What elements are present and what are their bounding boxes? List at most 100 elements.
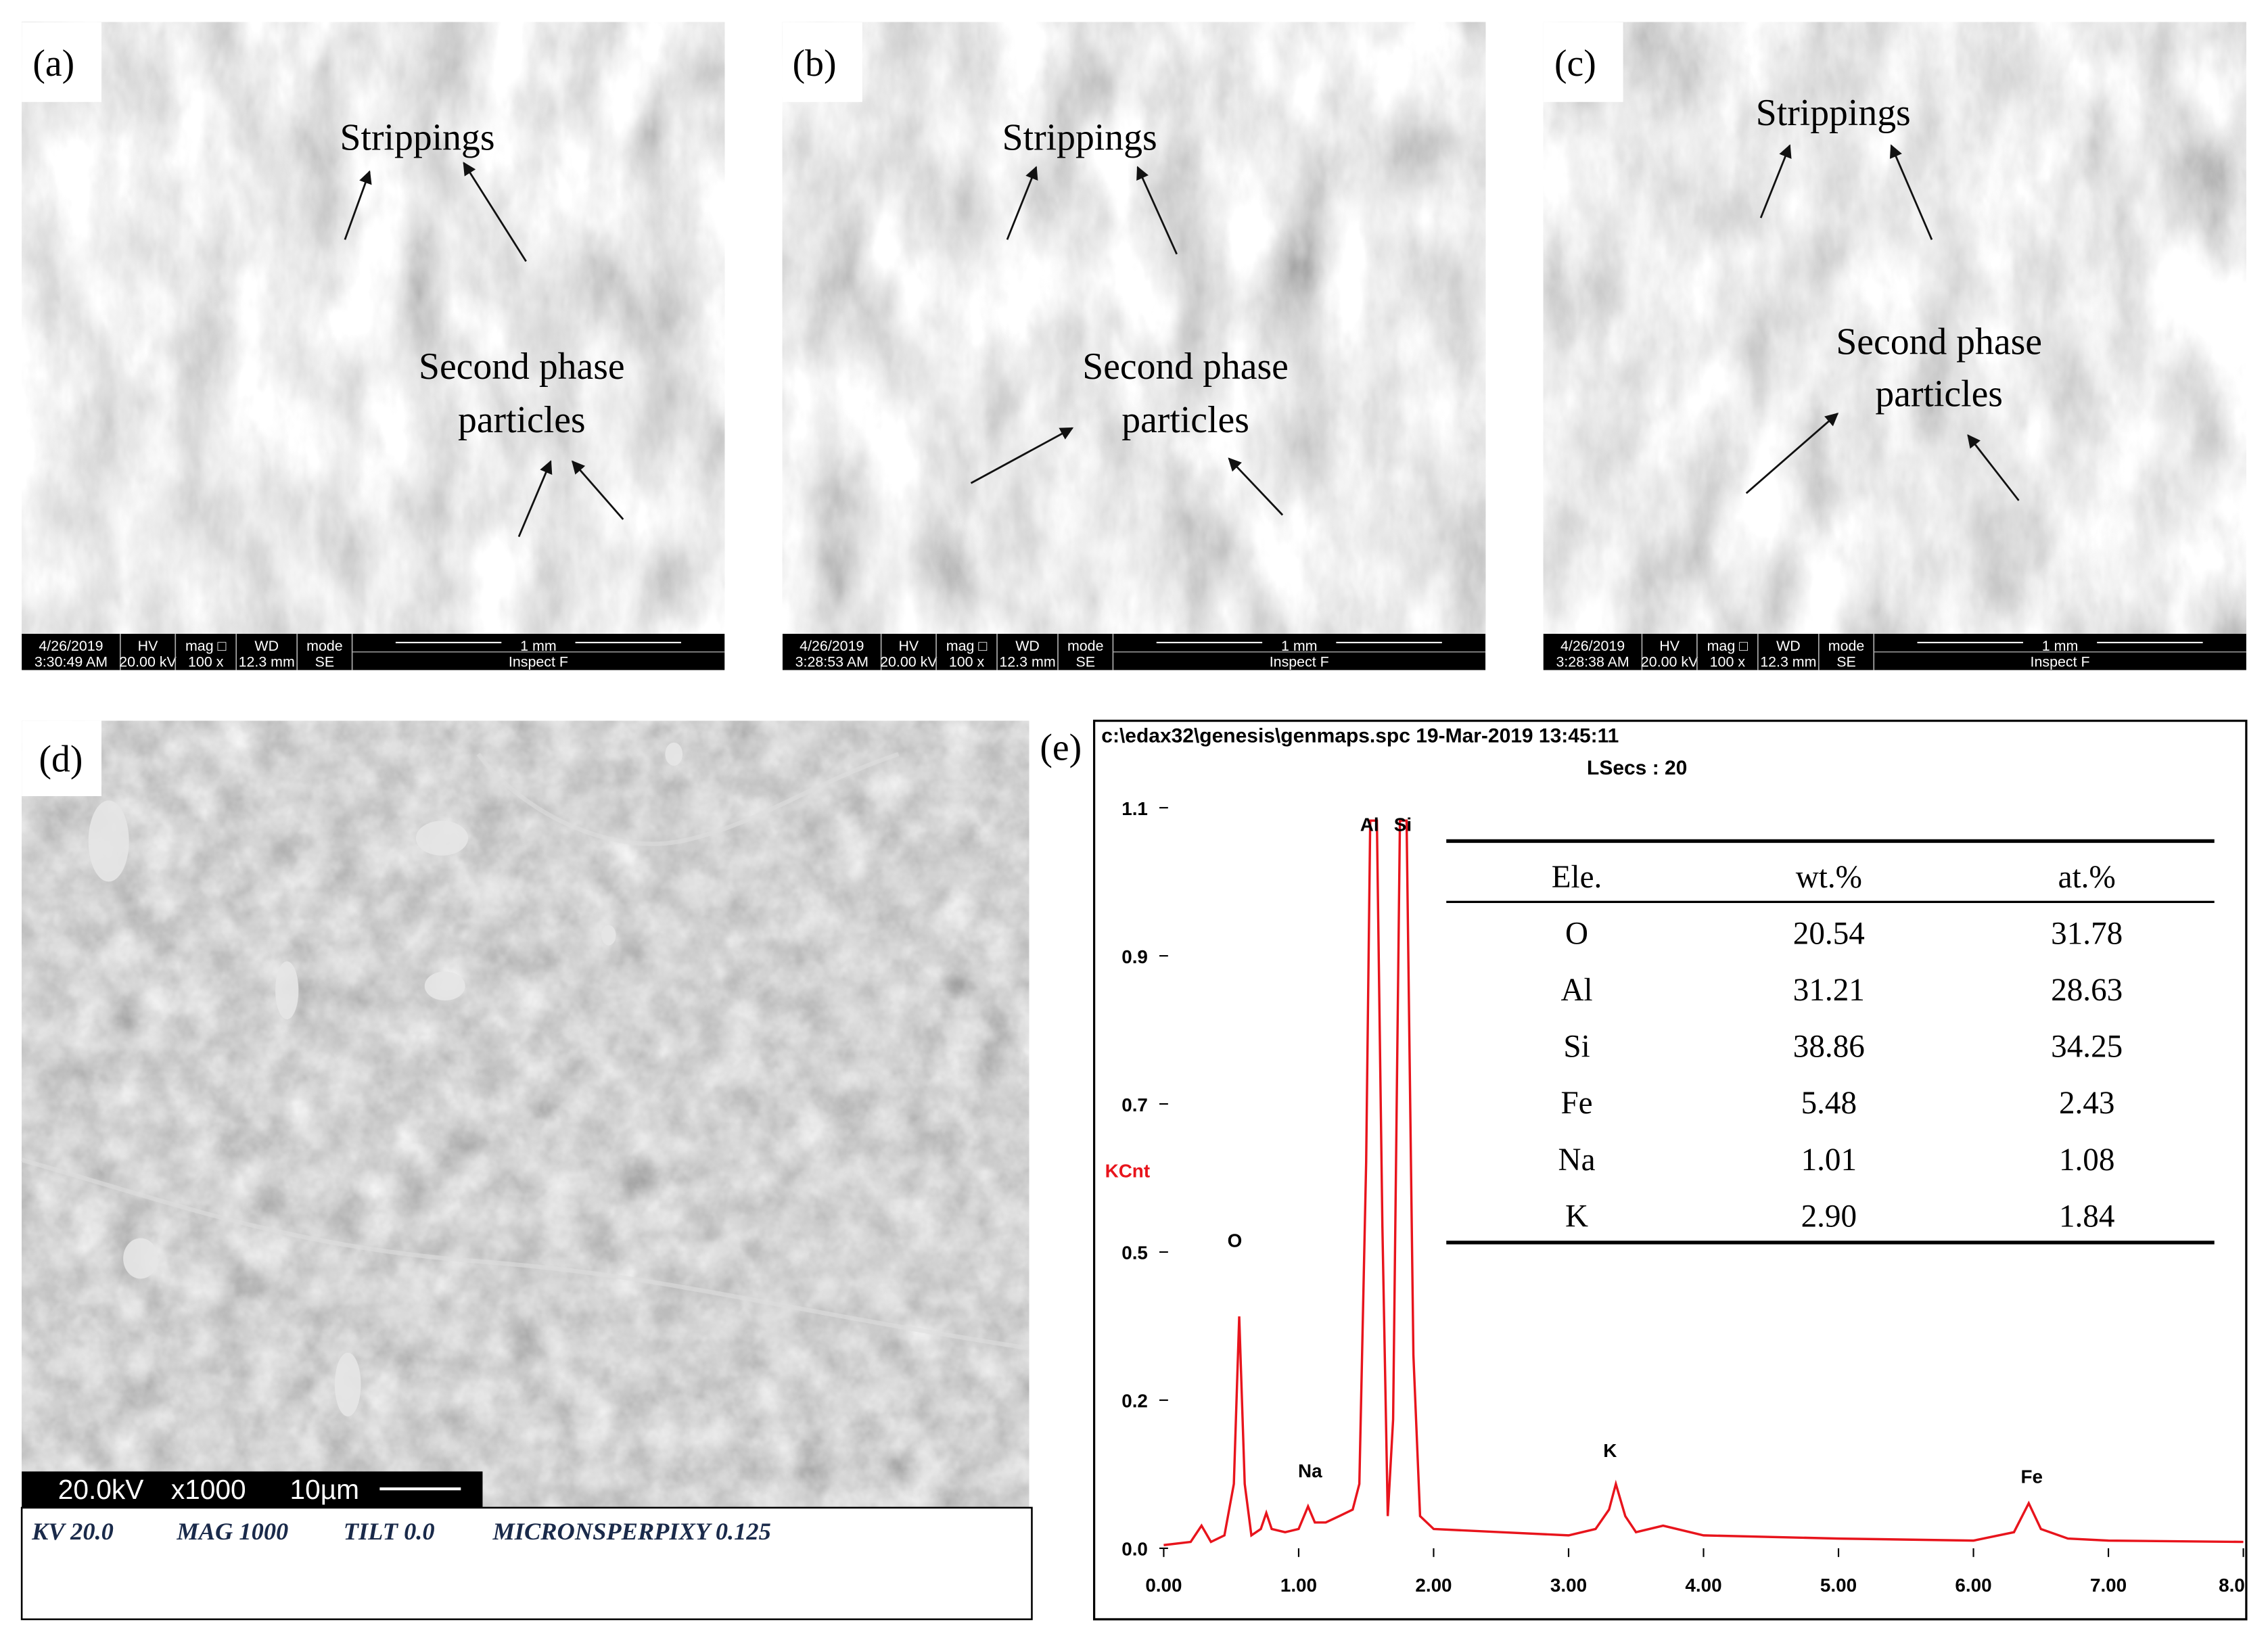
y-tick-label: 0.9 (1121, 946, 1148, 967)
scale-text: x1000 (171, 1474, 246, 1505)
panel-label: (a) (32, 43, 74, 85)
info-text: 12.3 mm (1760, 654, 1816, 670)
peak-label: Si (1394, 814, 1412, 835)
y-axis-label: KCnt (1105, 1160, 1151, 1181)
peak-label: K (1603, 1440, 1617, 1461)
info-text: WD (1776, 638, 1801, 654)
annotation: particles (1121, 399, 1249, 441)
file-text: c:\edax32\genesis\genmaps.spc 19-Mar-201… (1101, 725, 1619, 747)
panel-label: (c) (1554, 43, 1596, 85)
annotation: Second phase (1836, 321, 2042, 363)
label-box (22, 22, 101, 102)
info-text: 20.00 kV (880, 654, 938, 670)
panel-label: (b) (793, 43, 837, 85)
info-text: Inspect F (1270, 654, 1329, 670)
table-cell: 5.48 (1801, 1086, 1857, 1121)
table-header: wt.% (1796, 860, 1862, 895)
info-text: SE (315, 654, 335, 670)
info-text: mag □ (1707, 638, 1749, 654)
table-cell: Si (1563, 1029, 1590, 1065)
surface-edge (21, 1157, 1029, 1351)
info-text: 100 x (949, 654, 985, 670)
arrow (1136, 166, 1178, 255)
arrow (1745, 413, 1839, 494)
info-text: HV (898, 638, 919, 654)
arrow (517, 460, 553, 538)
peak-label: Al (1360, 814, 1379, 835)
table-cell: 31.78 (2051, 917, 2123, 952)
label-box (1543, 22, 1623, 102)
x-tick-label: 7.00 (2090, 1575, 2127, 1596)
lsecs-text: LSecs : 20 (1587, 757, 1687, 779)
table-header: at.% (2058, 860, 2116, 895)
info-text: SE (1836, 654, 1856, 670)
info-text: HV (1659, 638, 1680, 654)
table-cell: Na (1558, 1142, 1596, 1178)
info-text: 20.00 kV (119, 654, 177, 670)
particle (415, 820, 469, 856)
info-text: 12.3 mm (239, 654, 295, 670)
particle (334, 1352, 361, 1416)
table-cell: Al (1560, 973, 1592, 1008)
panel-label: (e) (1040, 726, 1082, 768)
info-text: 4/26/2019 (800, 638, 864, 654)
table-cell: 1.84 (2059, 1199, 2114, 1234)
table-cell: 28.63 (2051, 973, 2123, 1008)
annotation: Second phase (419, 346, 625, 388)
y-tick-label: 1.1 (1121, 798, 1148, 819)
x-tick-label: 5.00 (1820, 1575, 1857, 1596)
x-tick-label: 4.00 (1685, 1575, 1721, 1596)
table-cell: 34.25 (2051, 1029, 2123, 1065)
table-cell: 2.43 (2059, 1086, 2114, 1121)
info-text: mode (1067, 638, 1104, 654)
table-cell: 1.08 (2059, 1142, 2114, 1178)
table-header: Ele. (1552, 860, 1602, 895)
particle (275, 961, 299, 1019)
particle (88, 800, 129, 882)
arrow (463, 162, 527, 262)
caption-text: TILT 0.0 (344, 1518, 435, 1545)
sem-image (22, 720, 1029, 1508)
arrow (1759, 144, 1792, 218)
peak-label: Na (1298, 1460, 1322, 1481)
table-cell: 20.54 (1793, 917, 1865, 952)
y-tick-label: 0.7 (1121, 1094, 1148, 1115)
y-tick-label: 0.5 (1121, 1243, 1148, 1264)
info-text: mode (306, 638, 343, 654)
annotation: Strippings (340, 116, 495, 158)
panel-label: (d) (39, 739, 83, 781)
x-tick-label: 2.00 (1415, 1575, 1452, 1596)
table-cell: Fe (1560, 1086, 1592, 1121)
info-text: 3:28:38 AM (1556, 654, 1629, 670)
scale-text: 20.0kV (58, 1474, 144, 1505)
particle (665, 742, 683, 766)
label-box (782, 22, 862, 102)
sem-image (1543, 22, 2246, 634)
table-cell: K (1565, 1199, 1588, 1234)
sem-image (22, 22, 725, 634)
caption-text: MICRONSPERPIXY 0.125 (492, 1518, 770, 1545)
annotation: particles (458, 399, 586, 441)
x-tick-label: 8.0 (2219, 1575, 2245, 1596)
surface-edge (476, 751, 900, 846)
info-text: Inspect F (2031, 654, 2090, 670)
x-tick-label: 6.00 (1955, 1575, 1991, 1596)
arrow (970, 427, 1074, 484)
y-tick-label: 0.0 (1121, 1539, 1148, 1560)
arrow (1889, 144, 1933, 240)
info-text: 20.00 kV (1641, 654, 1698, 670)
info-text: 1 mm (520, 638, 557, 654)
x-tick-label: 1.00 (1280, 1575, 1317, 1596)
info-text: 4/26/2019 (1560, 638, 1625, 654)
x-tick-label: 0.00 (1145, 1575, 1182, 1596)
info-text: 100 x (188, 654, 224, 670)
particle (601, 925, 616, 946)
scale-text: 10µm (290, 1474, 359, 1505)
peak-label: Fe (2021, 1466, 2043, 1487)
sem-image (782, 22, 1486, 634)
info-text: 12.3 mm (999, 654, 1055, 670)
info-text: mag □ (185, 638, 227, 654)
info-text: WD (254, 638, 279, 654)
caption-box (20, 1506, 1033, 1621)
